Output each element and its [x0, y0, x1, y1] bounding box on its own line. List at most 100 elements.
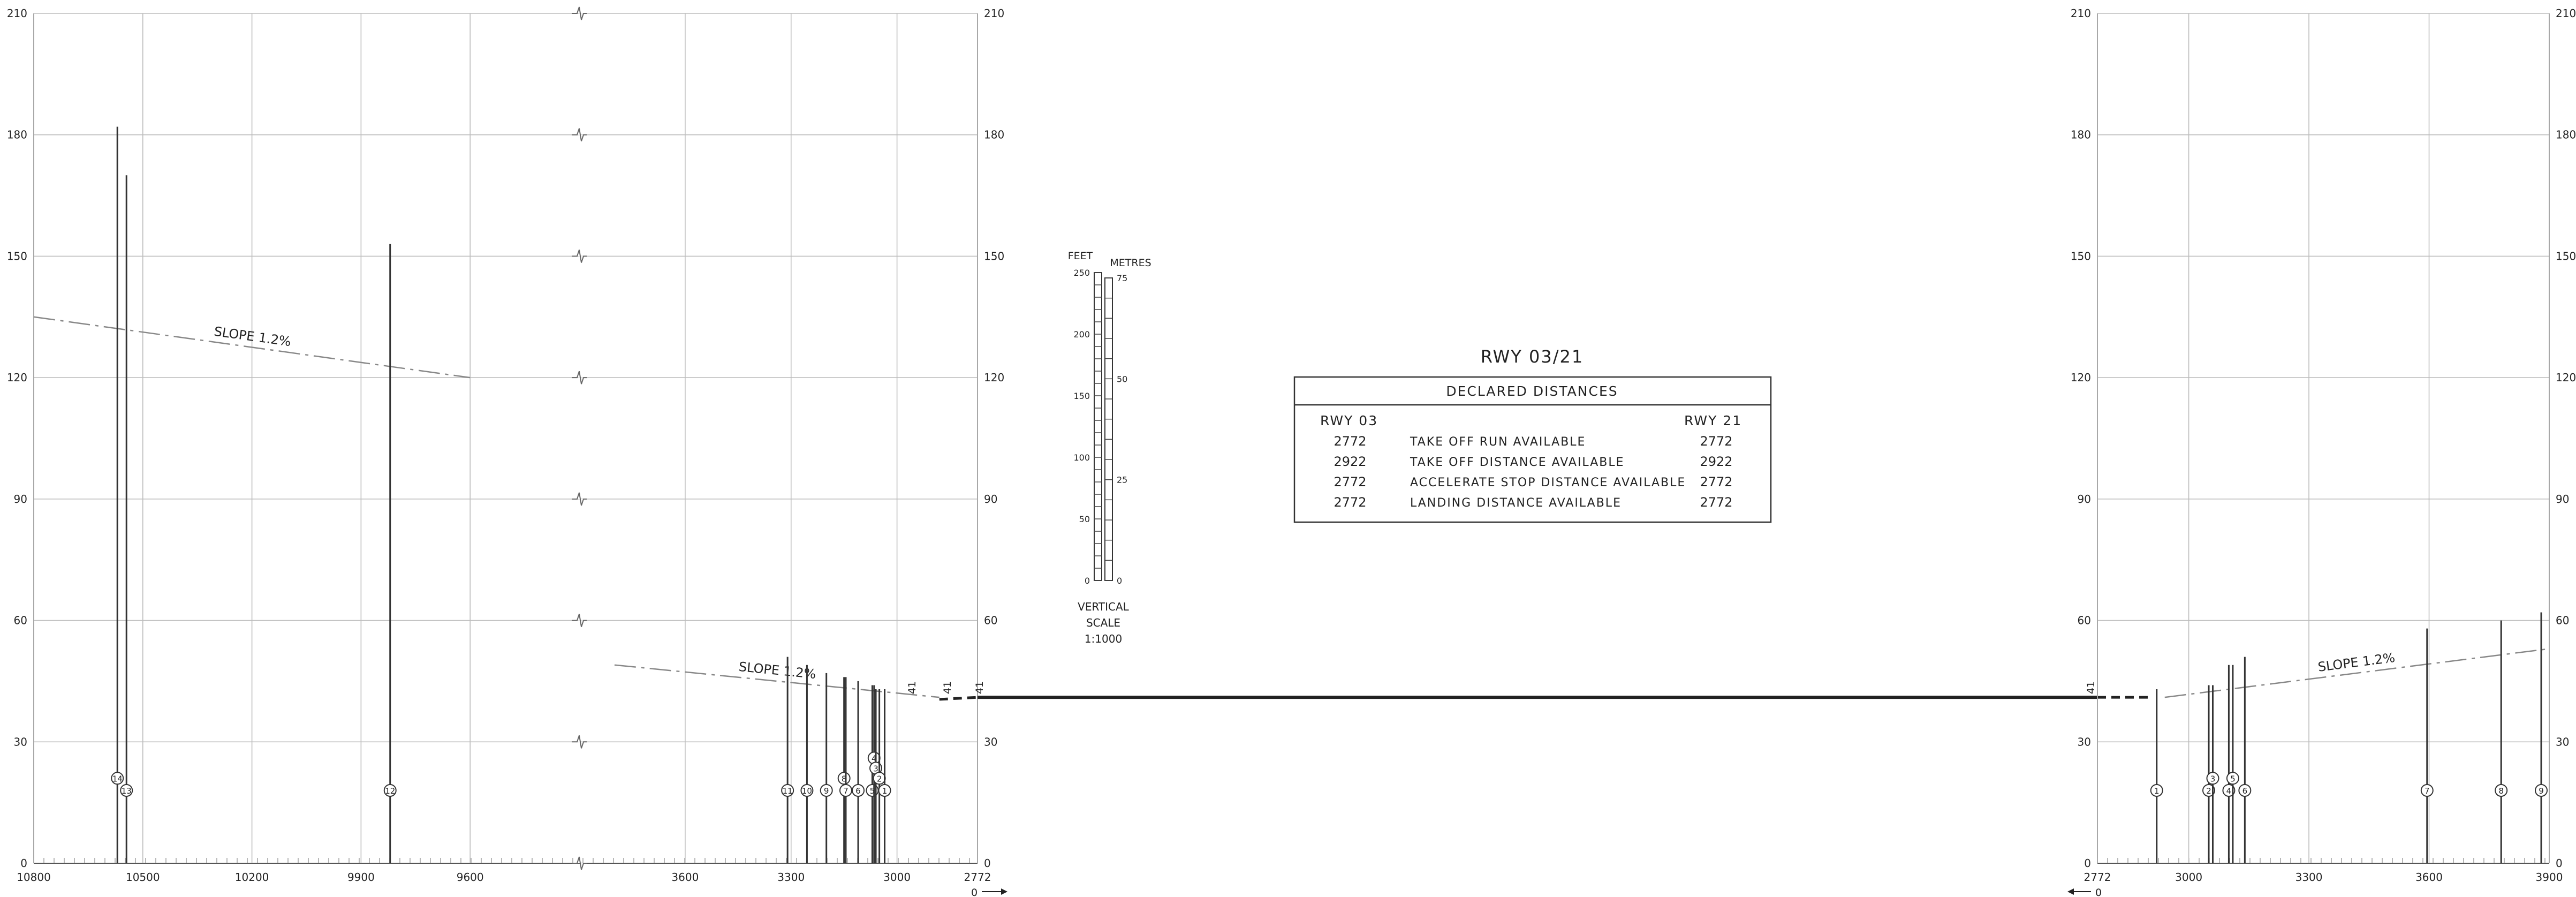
y-tick-label: 30 [2078, 735, 2091, 748]
rwy21-value: 2772 [1700, 434, 1732, 449]
axis-break-mark [572, 250, 587, 263]
y-tick-label: 0 [2556, 857, 2563, 870]
obstacle-marker [781, 783, 794, 797]
obstacle-marker [837, 772, 851, 785]
origin-label: 0 [971, 887, 978, 897]
y-tick-label: 120 [984, 371, 1004, 384]
y-tick-label: 180 [7, 129, 27, 141]
rwy03-value: 2922 [1334, 454, 1366, 469]
feet-tick-label: 250 [1073, 268, 1090, 278]
rwy03-value: 2772 [1334, 495, 1366, 510]
axis-break-mark [572, 735, 587, 749]
vertical-scale: FEETMETRES2502001501005007550250VERTICAL… [1068, 250, 1151, 645]
obstacle-marker [2226, 772, 2239, 785]
metres-bar [1104, 277, 1113, 581]
column-rwy-03: RWY 03 [1320, 413, 1378, 428]
obstacle-marker [852, 783, 865, 797]
y-tick-label: 120 [2071, 371, 2091, 384]
obstacle-id-label: 4 [2226, 786, 2232, 796]
x-tick-label: 2772 [2084, 871, 2111, 884]
y-tick-label: 60 [2556, 614, 2569, 627]
obstacle-id-label: 7 [2425, 786, 2430, 796]
metres-tick-label: 0 [1117, 576, 1122, 586]
declared-distances-box [1293, 376, 1772, 523]
obstacle-id-label: 5 [870, 786, 875, 796]
axis-break-mark [572, 492, 587, 506]
y-tick-label: 210 [2556, 7, 2576, 20]
y-tick-label: 210 [2071, 7, 2091, 20]
runway-profile [939, 696, 2149, 701]
runway-title: RWY 03/21 [1481, 346, 1584, 367]
declared-distances-table: RWY 03/21 DECLARED DISTANCES RWY 03 RWY … [1293, 346, 1772, 523]
y-tick-label: 60 [984, 614, 997, 627]
y-tick-label: 90 [14, 493, 27, 506]
obstacle-id-label: 2 [2206, 786, 2211, 796]
declared-distances-rows: 2772 TAKE OFF RUN AVAILABLE 2772 2922 TAKE O… [1334, 434, 1732, 510]
obstacle-marker [800, 783, 814, 797]
obstacle-marker [820, 783, 833, 797]
slope-label: SLOPE 1.2% [213, 324, 292, 350]
y-tick-label: 30 [14, 735, 27, 748]
feet-bar [1094, 272, 1102, 581]
obstacle-id-label: 6 [2242, 786, 2248, 796]
obstacle-marker [2206, 772, 2219, 785]
origin-label: 0 [2095, 887, 2102, 897]
y-tick-label: 120 [7, 371, 27, 384]
x-tick-label: 3000 [2175, 871, 2202, 884]
x-tick-label: 2772 [964, 871, 991, 884]
y-tick-label: 150 [2556, 250, 2576, 262]
obstacle-marker [2535, 783, 2548, 797]
distance-label: LANDING DISTANCE AVAILABLE [1410, 496, 1622, 510]
y-tick-label: 0 [20, 857, 27, 870]
obstacle-id-label: 8 [2498, 786, 2504, 796]
threshold-elevation-label: 41 [942, 681, 953, 694]
obstacle-id-label: 12 [385, 786, 395, 796]
threshold-elevation-label: 41 [974, 681, 986, 694]
y-tick-label: 180 [984, 129, 1004, 141]
obstacle-marker [2238, 783, 2252, 797]
y-tick-label: 150 [2071, 250, 2091, 262]
x-tick-label: 3300 [2295, 871, 2323, 884]
clearway-left [939, 696, 978, 701]
threshold-elevation-label: 41 [2085, 681, 2097, 694]
slope-line [614, 664, 940, 698]
y-tick-label: 90 [984, 493, 997, 506]
x-tick-label: 10500 [126, 871, 160, 884]
rwy21-value: 2922 [1700, 454, 1732, 469]
y-tick-label: 210 [7, 7, 27, 20]
rwy21-value: 2772 [1700, 495, 1732, 510]
y-tick-label: 90 [2078, 493, 2091, 506]
x-tick-label: 3000 [883, 871, 911, 884]
table-title: DECLARED DISTANCES [1446, 383, 1618, 399]
distance-label: TAKE OFF RUN AVAILABLE [1410, 435, 1586, 449]
obstacle-id-label: 13 [122, 786, 132, 796]
feet-tick-label: 150 [1073, 391, 1090, 401]
slope-line [33, 316, 471, 379]
y-tick-label: 60 [14, 614, 27, 627]
feet-tick-label: 200 [1073, 329, 1090, 340]
obstacle-id-label: 1 [2154, 786, 2160, 796]
x-tick-label: 9900 [347, 871, 375, 884]
metres-tick-label: 75 [1117, 273, 1127, 283]
feet-tick-label: 50 [1079, 514, 1090, 524]
slope-label: SLOPE 1.2% [738, 659, 817, 682]
obstacle-id-label: 14 [112, 774, 123, 783]
x-tick-label: 3600 [2415, 871, 2443, 884]
obstacle-id-label: 11 [783, 786, 793, 796]
obstacle-id-label: 3 [873, 764, 878, 773]
y-tick-label: 30 [984, 735, 997, 748]
y-tick-label: 180 [2071, 129, 2091, 141]
x-tick-label: 10200 [235, 871, 269, 884]
obstacle-id-label: 1 [882, 786, 888, 796]
obstacle-id-label: 6 [855, 786, 861, 796]
metres-tick-label: 50 [1117, 374, 1127, 384]
axis-break-mark [572, 856, 587, 870]
y-tick-label: 60 [2078, 614, 2091, 627]
axis-break-mark [572, 6, 587, 20]
axis-break-mark [572, 371, 587, 385]
obstacle-marker [839, 783, 852, 797]
obstacle-id-label: 3 [2210, 774, 2216, 783]
